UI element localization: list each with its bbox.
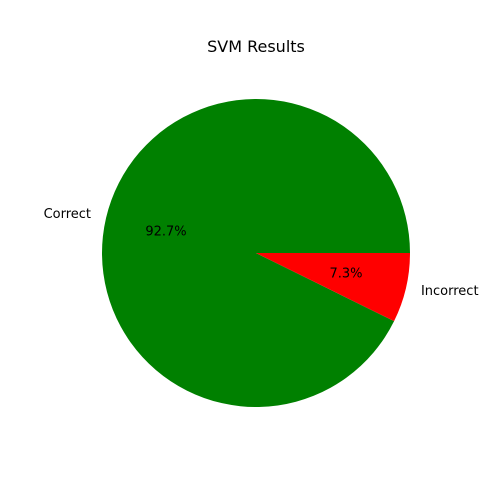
chart-title: SVM Results [207, 37, 305, 56]
percent-label-correct: 92.7% [145, 224, 186, 239]
pie-slice-incorrect [256, 253, 410, 322]
percent-label-incorrect: 7.3% [329, 267, 362, 282]
slice-label-incorrect: Incorrect [421, 284, 479, 299]
slice-label-correct: Correct [44, 207, 91, 222]
pie-slice-correct [101, 98, 410, 407]
pie-slices [101, 98, 410, 407]
pie-labels: Correct 92.7% Incorrect 7.3% [44, 207, 479, 299]
